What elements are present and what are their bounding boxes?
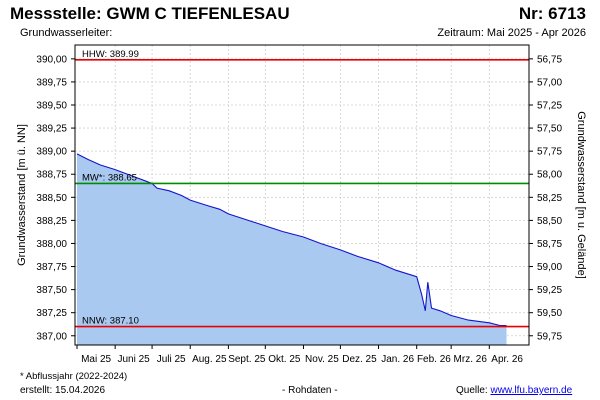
x-tick-label: Aug. 25 (192, 354, 227, 365)
y-tick-label-right: 57,75 (537, 147, 562, 158)
created-date: erstellt: 15.04.2026 (20, 385, 106, 396)
y-tick-label-right: 58,50 (537, 216, 562, 227)
reference-line-label: NNW: 387.10 (82, 316, 139, 327)
area-layer (76, 153, 507, 345)
water-level-line (76, 153, 507, 327)
y-tick-label-left: 387,50 (36, 285, 67, 296)
y-tick-label-left: 389,75 (36, 77, 67, 88)
x-tick-label: Okt. 25 (268, 354, 301, 365)
x-tick-label: Juli 25 (157, 354, 186, 365)
y-tick-label-right: 57,25 (537, 101, 562, 112)
y-tick-label-right: 57,00 (537, 77, 562, 88)
station-number: Nr: 6713 (518, 4, 586, 23)
x-tick-label: Mrz. 26 (454, 354, 488, 365)
x-tick-label: Jan. 26 (381, 354, 414, 365)
source: Quelle: www.lfu.bayern.de (456, 385, 572, 396)
x-tick-label: Feb. 26 (417, 354, 451, 365)
water-level-area (77, 153, 507, 345)
plot-frame (74, 44, 530, 346)
y-tick-label-left: 388,25 (36, 216, 67, 227)
y-tick-label-left: 387,00 (36, 331, 67, 342)
y-tick-label-left: 387,75 (36, 262, 67, 273)
y-tick-label-left: 389,00 (36, 147, 67, 158)
y-tick-label-left: 389,25 (36, 124, 67, 135)
x-tick-label: Dez. 25 (342, 354, 377, 365)
y-tick-label-right: 59,00 (537, 262, 562, 273)
y-tick-label-right: 56,75 (537, 54, 562, 65)
rawdata-label: - Rohdaten - (282, 385, 338, 396)
x-tick-label: Sept. 25 (228, 354, 266, 365)
station-title: Messstelle: GWM C TIEFENLESAU (10, 4, 290, 23)
y-tick-label-left: 389,50 (36, 101, 67, 112)
reference-lines-layer: HHW: 389.99 MW*: 388.65 NNW: 387.10 (75, 49, 529, 328)
x-tick-label: Mai 25 (81, 354, 111, 365)
y-tick-label-right: 57,50 (537, 124, 562, 135)
x-tick-label: Nov. 25 (305, 354, 339, 365)
y-tick-label-right: 59,25 (537, 285, 562, 296)
y-tick-label-right: 58,00 (537, 170, 562, 181)
reference-line-label: MW*: 388.65 (82, 172, 137, 183)
aquifer-label: Grundwasserleiter: (20, 27, 113, 39)
y-tick-label-right: 59,75 (537, 331, 562, 342)
y-tick-label-right: 58,25 (537, 193, 562, 204)
footnote: * Abflussjahr (2022-2024) (20, 371, 128, 382)
source-prefix: Quelle: (456, 385, 491, 396)
y-tick-label-left: 390,00 (36, 54, 67, 65)
reference-line-label: HHW: 389.99 (82, 49, 139, 60)
y-tick-label-right: 58,75 (537, 239, 562, 250)
source-link[interactable]: www.lfu.bayern.de (490, 385, 573, 396)
y-axis-label-right: Grundwasserstand [m u. Gelände] (575, 111, 587, 279)
y-tick-label-right: 59,50 (537, 308, 562, 319)
y-axis-label-left: Grundwasserstand [m ü. NN] (16, 124, 28, 266)
y-tick-label-left: 388,50 (36, 193, 67, 204)
x-tick-label: Juni 25 (117, 354, 150, 365)
y-tick-label-left: 388,00 (36, 239, 67, 250)
x-tick-label: Apr. 26 (491, 354, 523, 365)
y-tick-label-left: 388,75 (36, 170, 67, 181)
tick-layer: 390,00 56,75 389,75 57,00 389,50 57,25 389,25 5… (36, 54, 562, 365)
y-tick-label-left: 387,25 (36, 308, 67, 319)
period-label: Zeitraum: Mai 2025 - Apr 2026 (437, 27, 586, 39)
